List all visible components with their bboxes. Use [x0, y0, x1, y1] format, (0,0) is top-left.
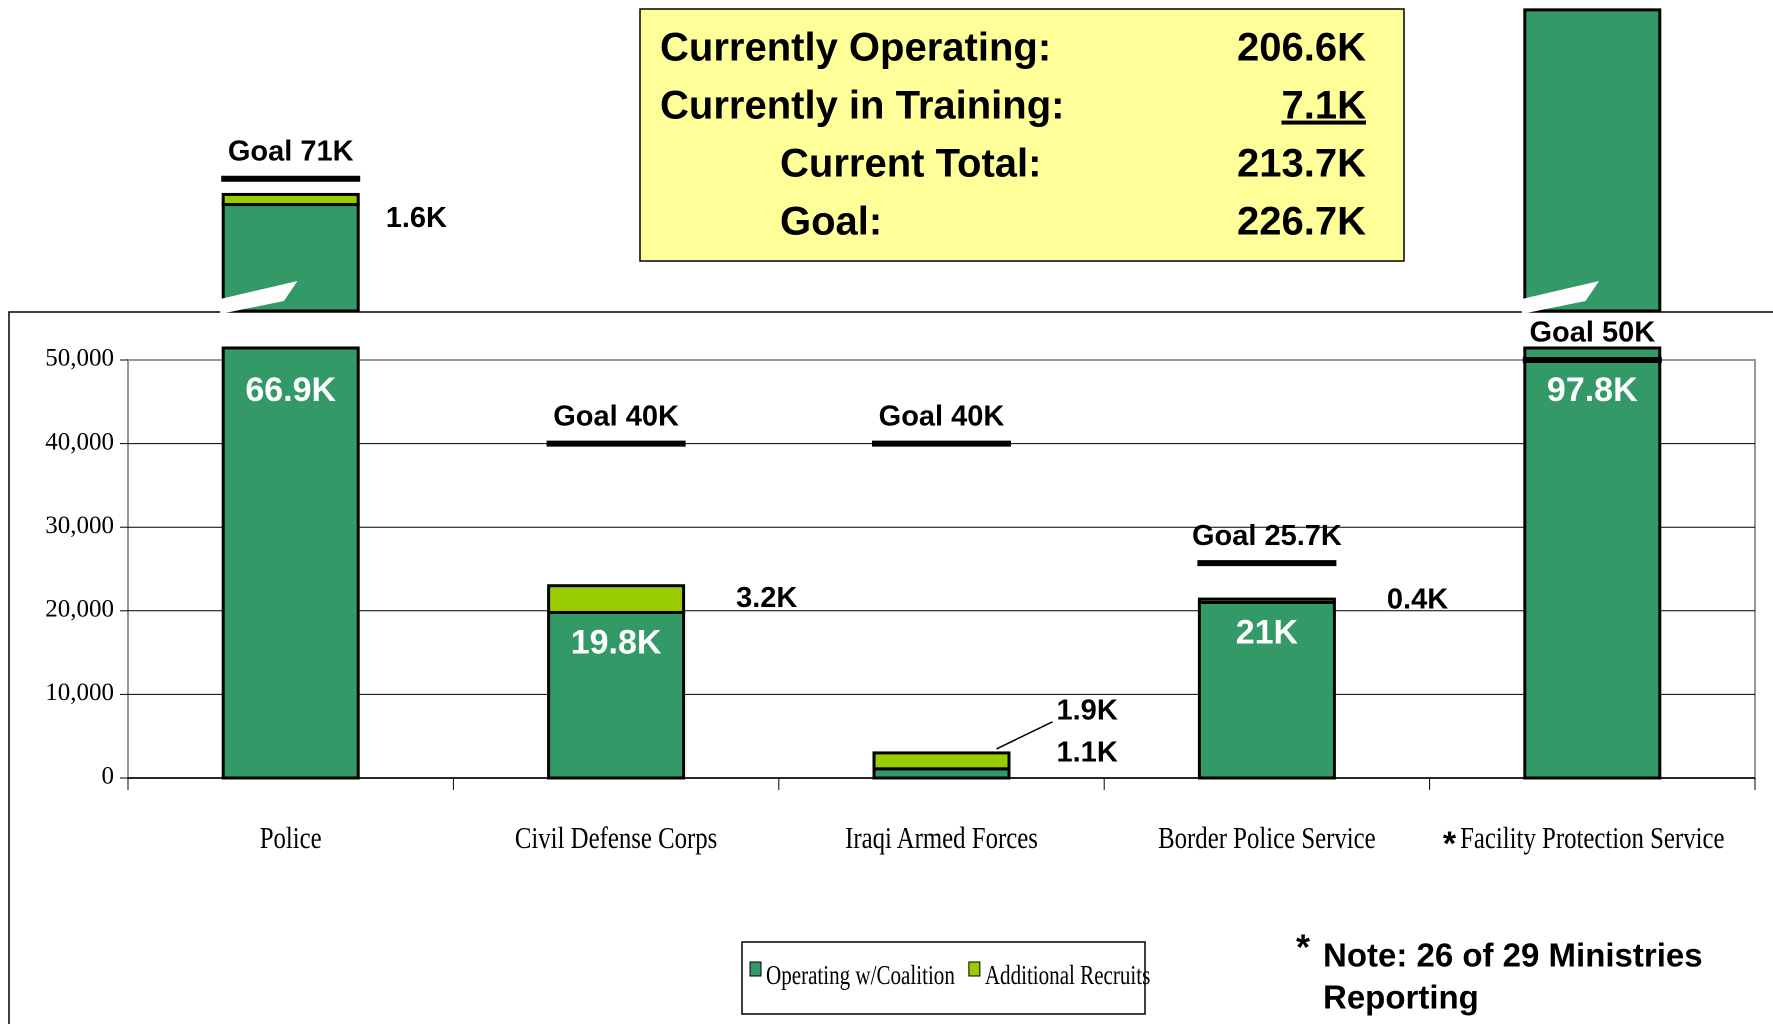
- value-label: 3.2K: [736, 582, 797, 614]
- y-tick-label: 0: [102, 763, 115, 790]
- x-tick-label: Iraqi Armed Forces: [845, 822, 1038, 856]
- legend-swatch: [968, 961, 981, 977]
- bar: [547, 610, 686, 780]
- frame: [8, 311, 1773, 1024]
- bar: [1197, 597, 1336, 604]
- y-tick-label: 10,000: [45, 679, 114, 706]
- bar: [872, 751, 1011, 771]
- value-label: 0.4K: [1387, 583, 1448, 615]
- goal-label: Goal 25.7K: [1192, 520, 1342, 552]
- bar-clipped: [1523, 346, 1662, 780]
- bar-clipped: [221, 346, 360, 780]
- x-tick-label: Police: [260, 822, 322, 856]
- bar: [1523, 8, 1662, 313]
- footnote-marker: *: [1443, 825, 1457, 863]
- summary-label: Currently Operating:: [660, 26, 1051, 70]
- summary-value: 213.7K: [1237, 142, 1366, 186]
- value-label: 97.8K: [1547, 371, 1638, 409]
- summary-label: Current Total:: [780, 142, 1041, 186]
- legend-label: Additional Recruits: [985, 961, 1150, 991]
- bar: [547, 584, 686, 614]
- leader-line: [996, 721, 1053, 750]
- legend-swatch: [749, 961, 762, 977]
- bar: [221, 192, 360, 207]
- legend-label: Operating w/Coalition: [766, 961, 955, 991]
- summary-box: [639, 8, 1405, 262]
- bar: [1197, 600, 1336, 780]
- summary-value: 206.6K: [1237, 26, 1366, 70]
- y-tick-label: 20,000: [45, 596, 114, 623]
- note: Reporting: [1323, 979, 1479, 1016]
- value-label: 19.8K: [571, 623, 662, 661]
- summary-label: Goal:: [780, 200, 882, 244]
- y-tick-label: 40,000: [45, 428, 114, 455]
- break: [1521, 281, 1600, 314]
- value-label: 1.1K: [1057, 736, 1118, 768]
- value-label: 1.9K: [1057, 694, 1118, 726]
- value-label: 21K: [1236, 613, 1299, 651]
- goal-label: Goal 40K: [879, 400, 1005, 432]
- value-label: 1.6K: [386, 202, 447, 234]
- y-tick-label: 50,000: [45, 345, 114, 372]
- x-tick-label: Border Police Service: [1158, 822, 1376, 856]
- value-label: 66.9K: [245, 371, 336, 409]
- y-tick-label: 30,000: [45, 512, 114, 539]
- break: [220, 281, 298, 314]
- summary-value: 7.1K: [1282, 84, 1367, 128]
- note-marker: *: [1296, 927, 1310, 968]
- goal-label: Goal 71K: [228, 135, 354, 167]
- summary-label: Currently in Training:: [660, 84, 1064, 128]
- note: Note: 26 of 29 Ministries: [1323, 937, 1703, 974]
- x-tick-label: Civil Defense Corps: [515, 822, 717, 856]
- x-tick-label: Facility Protection Service: [1460, 822, 1724, 856]
- goal-label: Goal 40K: [553, 400, 679, 432]
- goal-label: Goal 50K: [1529, 317, 1655, 349]
- summary-value: 226.7K: [1237, 200, 1366, 244]
- legend: [741, 941, 1146, 1015]
